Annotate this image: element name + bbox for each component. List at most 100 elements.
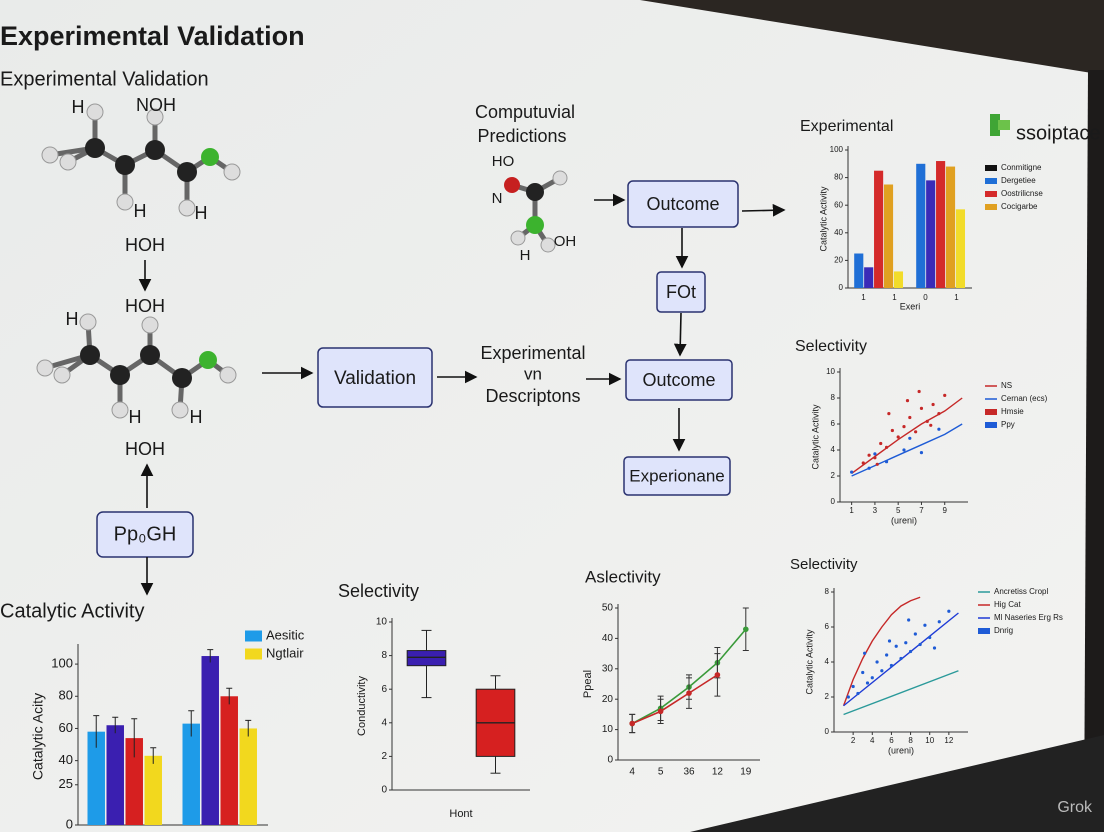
- atom-label: OH: [554, 233, 577, 250]
- x-tick-label: 6: [889, 736, 894, 745]
- flow-label: HOH: [125, 296, 165, 316]
- y-tick-label: 4: [825, 657, 830, 666]
- y-tick-label: 40: [602, 633, 614, 644]
- point: [929, 423, 933, 427]
- y-tick-label: 60: [834, 200, 843, 209]
- x-tick-label: 1: [861, 293, 866, 302]
- y-tick-label: 0: [839, 283, 844, 292]
- brand-icon: [998, 120, 1010, 130]
- point: [889, 663, 894, 668]
- legend-label: Ngtlair: [266, 645, 304, 660]
- point: [908, 436, 912, 440]
- atom-label: H: [134, 201, 147, 221]
- chart-title: Aslectivity: [585, 567, 661, 586]
- point: [943, 393, 947, 397]
- point: [657, 708, 664, 715]
- y-axis-label: Catalytic Activity: [818, 186, 828, 252]
- bar: [926, 180, 936, 288]
- point: [861, 670, 865, 675]
- legend-swatch: [985, 165, 997, 171]
- flow-node: Pp₀GH: [96, 511, 194, 558]
- y-axis-label: Conductivity: [356, 676, 368, 736]
- bar: [125, 738, 143, 825]
- point: [899, 656, 903, 661]
- molecule: H NOH H H: [41, 95, 241, 223]
- x-tick-label: 36: [683, 767, 695, 778]
- legend-label: Aesitic: [266, 627, 305, 642]
- atom-label: H: [190, 407, 203, 427]
- point: [904, 641, 908, 645]
- y-tick-label: 80: [834, 173, 843, 182]
- bar: [87, 731, 105, 825]
- y-tick-label: 8: [825, 587, 830, 596]
- node-label: vn: [524, 364, 542, 383]
- y-tick-label: 8: [381, 650, 387, 661]
- molecule: HO N OH H: [492, 153, 577, 264]
- y-tick-label: 10: [376, 617, 388, 628]
- atom-label: H: [72, 97, 85, 117]
- legend-swatch: [985, 409, 997, 415]
- point: [686, 690, 692, 696]
- x-tick-label: 2: [851, 736, 856, 745]
- point: [932, 646, 937, 650]
- bar: [955, 209, 966, 288]
- y-tick-label: 100: [51, 656, 73, 671]
- point: [873, 456, 877, 460]
- atom-label: H: [520, 247, 531, 264]
- x-tick-label: 5: [658, 767, 664, 778]
- legend-swatch: [245, 648, 262, 660]
- error-bar: [245, 719, 252, 737]
- y-tick-label: 4: [381, 717, 387, 728]
- x-tick-label: 4: [629, 767, 635, 778]
- box: [406, 650, 447, 667]
- point: [879, 441, 883, 446]
- legend-swatch: [985, 178, 997, 184]
- arrow: [673, 312, 687, 357]
- y-tick-label: 0: [66, 816, 73, 831]
- error-bar: [93, 715, 100, 748]
- bar: [864, 267, 874, 288]
- atom-label: H: [195, 203, 208, 223]
- flow-node: Outcome: [625, 359, 733, 401]
- legend-label: Oostrilicnse: [1001, 189, 1043, 198]
- y-tick-label: 10: [826, 367, 835, 376]
- error-bar: [226, 687, 233, 705]
- bar: [916, 163, 926, 288]
- flow-label: HOH: [125, 439, 165, 459]
- legend-label: Ancretiss Cropl: [994, 587, 1048, 596]
- chart-title: Selectivity: [795, 338, 867, 355]
- point: [913, 632, 917, 636]
- point: [902, 448, 906, 452]
- flow-label: HOH: [125, 235, 165, 255]
- bezel: [640, 0, 1104, 75]
- brand-icon: [990, 114, 1000, 136]
- point: [947, 609, 951, 613]
- point: [863, 651, 867, 655]
- legend-swatch: [985, 422, 997, 428]
- legend-label: Ppy: [1001, 420, 1015, 429]
- point: [937, 620, 941, 624]
- atom-label: H: [66, 309, 79, 329]
- point: [873, 452, 877, 456]
- chart-title: Catalytic Activity: [0, 600, 144, 622]
- atom-label: N: [492, 190, 503, 207]
- atom-label: NOH: [136, 95, 176, 115]
- x-tick-label: 10: [925, 736, 934, 745]
- point: [902, 425, 906, 429]
- y-tick-label: 40: [834, 228, 843, 237]
- bar: [201, 656, 219, 825]
- subtitle: Experimental Validation: [0, 68, 209, 90]
- point: [875, 660, 879, 664]
- point: [867, 466, 871, 470]
- line-series: [851, 423, 963, 477]
- legend-swatch: [985, 204, 997, 210]
- x-tick-label: 1: [954, 293, 959, 302]
- point: [875, 462, 879, 466]
- point: [861, 461, 865, 465]
- y-tick-label: 0: [381, 785, 387, 796]
- point: [937, 427, 941, 431]
- watermark: Grok: [1057, 799, 1093, 816]
- bar: [144, 755, 162, 825]
- y-tick-label: 4: [831, 445, 836, 454]
- y-tick-label: 10: [602, 724, 614, 735]
